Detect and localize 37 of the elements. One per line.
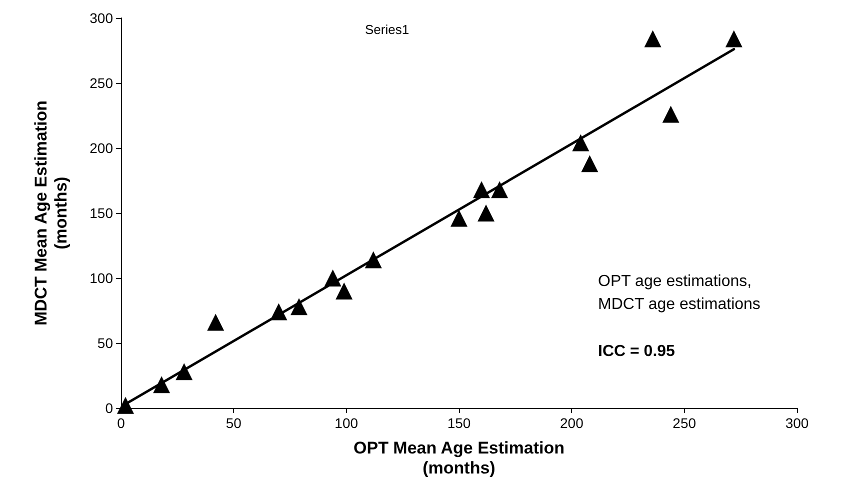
x-tick-label: 150 (447, 415, 471, 431)
point (324, 270, 342, 286)
y-tick-label: 250 (90, 75, 114, 91)
x-tick-label: 50 (226, 415, 242, 431)
point (644, 30, 662, 48)
point (176, 363, 193, 380)
annotation: ICC = 0.95 (598, 343, 676, 360)
y-tick-label: 300 (90, 10, 114, 26)
point (450, 210, 468, 227)
y-tick-label: 150 (90, 205, 114, 221)
point (662, 106, 680, 123)
point (290, 298, 308, 316)
annotation: Series1 (365, 22, 410, 37)
y-tick-label: 200 (90, 140, 114, 156)
point (336, 282, 353, 300)
x-tick-label: 100 (334, 415, 358, 431)
point (491, 181, 508, 198)
y-tick-label: 50 (97, 335, 114, 351)
point (207, 314, 224, 331)
point (364, 251, 382, 268)
x-tick-label: 0 (117, 415, 126, 431)
y-tick-label: 100 (90, 270, 114, 286)
point (572, 134, 590, 152)
point (725, 30, 742, 48)
point (153, 376, 170, 394)
point (473, 181, 490, 198)
annotation: OPT age estimations, MDCT age estimations (598, 273, 760, 313)
x-tick-label: 300 (785, 415, 809, 431)
x-tick-label: 200 (560, 415, 584, 431)
x-tick-label: 250 (672, 415, 696, 431)
y-tick-label: 0 (105, 400, 114, 416)
y-axis-title: MDCT Mean Age Estimation (months) (32, 100, 70, 326)
point (270, 303, 288, 320)
x-axis-title: OPT Mean Age Estimation (months) (354, 438, 564, 478)
point (478, 204, 495, 222)
point (117, 396, 134, 414)
point (581, 155, 598, 172)
